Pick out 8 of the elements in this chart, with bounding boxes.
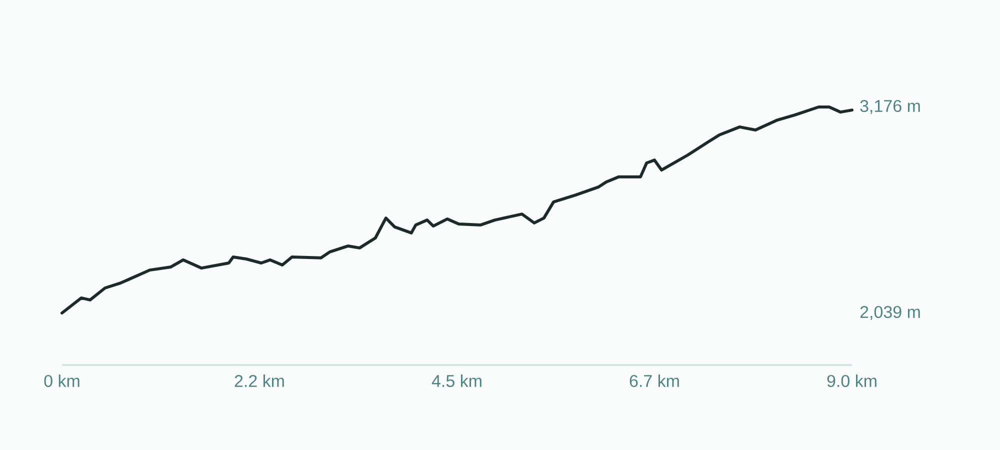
x-tick-label: 4.5 km (432, 374, 482, 388)
x-tick-label: 0 km (44, 374, 80, 388)
x-tick-label: 6.7 km (630, 374, 679, 388)
y-tick-label: 2,039 m (860, 306, 920, 320)
y-tick-label: 3,176 m (860, 100, 920, 114)
line-series (60, 105, 854, 314)
x-tick-label: 9.0 km (827, 374, 876, 388)
x-tick-label: 2.2 km (234, 374, 284, 387)
